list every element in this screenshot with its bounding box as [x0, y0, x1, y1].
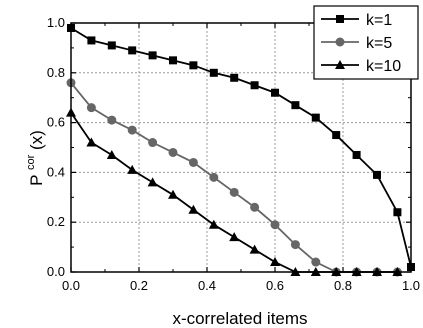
data-point — [229, 187, 239, 197]
legend-label: k=10 — [366, 58, 401, 75]
x-tick-label: 0.6 — [266, 278, 284, 293]
legend-item: k=1 — [321, 12, 392, 29]
data-point — [311, 257, 321, 267]
data-point — [128, 46, 137, 55]
data-point — [250, 81, 259, 90]
data-point — [189, 61, 198, 70]
y-axis-title-main: P — [27, 175, 46, 186]
data-point — [311, 113, 320, 122]
data-point — [148, 51, 157, 60]
series-line — [70, 82, 398, 273]
data-point — [168, 189, 178, 199]
data-point — [352, 150, 361, 159]
y-tick-label: 0.0 — [47, 264, 65, 279]
axes-layer — [70, 22, 412, 273]
data-point — [86, 137, 97, 147]
data-point — [249, 244, 260, 254]
legend: k=1 k=5 k=10 — [313, 5, 419, 80]
data-point — [332, 131, 341, 140]
data-point — [271, 88, 279, 97]
legend-label: k=5 — [366, 35, 392, 52]
data-point — [188, 157, 198, 167]
data-point — [87, 36, 96, 45]
data-point — [290, 240, 300, 250]
data-point — [169, 56, 177, 65]
data-point — [107, 115, 117, 125]
data-point — [106, 149, 117, 159]
y-tick-label: 0.2 — [47, 214, 65, 229]
x-axis-title: x-correlated items — [172, 309, 307, 328]
y-tick-label: 0.8 — [47, 65, 65, 80]
data-point — [168, 147, 178, 157]
data-point — [148, 138, 158, 148]
y-axis-title: P cor (x) — [19, 130, 46, 186]
data-point — [208, 219, 219, 229]
y-tick-label: 1.0 — [47, 15, 65, 30]
legend-label: k=1 — [366, 12, 392, 29]
legend-item: k=10 — [321, 58, 401, 75]
y-tick-label: 0.6 — [47, 115, 65, 130]
data-point — [127, 164, 138, 174]
data-point — [127, 125, 137, 135]
y-axis-title-tail: (x) — [27, 130, 46, 150]
data-point — [291, 101, 300, 110]
data-point — [209, 68, 218, 77]
data-point — [229, 232, 240, 242]
x-tick-label: 0.8 — [334, 278, 352, 293]
data-point — [270, 257, 280, 267]
legend-marker — [336, 15, 344, 23]
x-tick-label: 0.4 — [198, 278, 216, 293]
data-point — [147, 177, 158, 187]
legend-marker — [335, 37, 345, 47]
x-tick-label: 1.0 — [402, 278, 420, 293]
x-tick-label: 0.2 — [130, 278, 148, 293]
data-point — [230, 73, 239, 82]
data-point — [270, 220, 280, 230]
series-k=1 — [67, 23, 415, 272]
y-tick-label: 0.4 — [47, 164, 65, 179]
tick-labels: 0.0 0.2 0.4 0.6 0.8 1.0 0.0 0.2 0.4 0.6 0.8 1.0 — [47, 15, 420, 293]
data-point — [393, 208, 402, 217]
data-point — [86, 103, 96, 113]
legend-marker — [335, 60, 345, 69]
legend-item: k=5 — [321, 35, 392, 52]
y-axis-title-sup: cor — [25, 154, 37, 170]
series-k=5 — [66, 78, 402, 277]
data-point — [373, 170, 381, 179]
data-point — [107, 41, 116, 50]
data-point — [209, 172, 219, 182]
x-tick-label: 0.0 — [62, 278, 80, 293]
data-point — [188, 204, 199, 214]
data-point — [250, 202, 260, 212]
